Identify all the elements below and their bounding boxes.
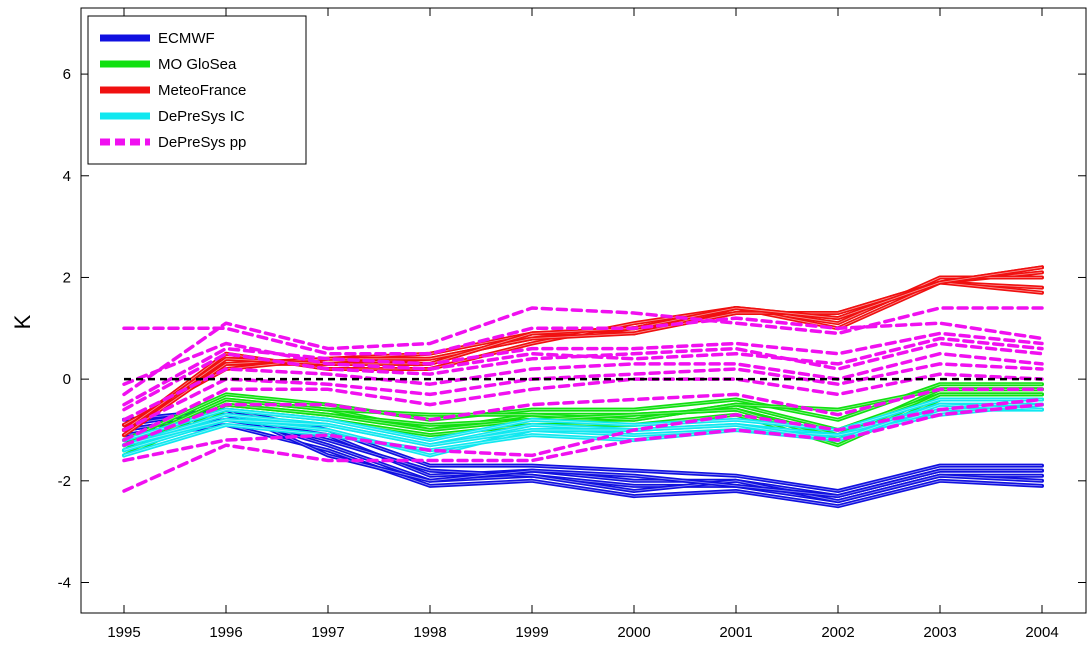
series-line-edge [123, 404, 1043, 446]
x-tick-label: 2002 [821, 624, 854, 641]
x-tick-label: 1995 [107, 624, 140, 641]
series-line [122, 331, 1044, 407]
x-tick-label: 1999 [515, 624, 548, 641]
y-axis-label: K [10, 314, 35, 329]
y-tick-label: 4 [63, 168, 71, 185]
series-line-edge [123, 399, 1042, 441]
series-layer [122, 265, 1044, 509]
series-line-edge [123, 414, 1043, 502]
series-line [122, 351, 1044, 422]
series-line [122, 372, 1044, 442]
series-line [122, 397, 1044, 463]
legend-label: MeteoFrance [158, 82, 246, 99]
series-line-edge [123, 393, 1042, 451]
series-line-edge [123, 409, 1042, 497]
plot-frame [80, 7, 1087, 614]
x-tick-label: 2004 [1025, 624, 1058, 641]
series-line [122, 387, 1044, 447]
x-tick-label: 1998 [413, 624, 446, 641]
x-tick-label: 1997 [311, 624, 344, 641]
y-tick-label: 6 [63, 66, 71, 83]
x-tick-label: 1996 [209, 624, 242, 641]
series-line [122, 362, 1044, 432]
legend: ECMWF MO GloSea MeteoFrance DePreSys IC DePr… [87, 15, 307, 165]
series-line [122, 306, 1044, 397]
y-tick-label: -4 [58, 574, 71, 591]
y-axis-ticks: -4 -2 0 2 4 6 [58, 66, 1086, 591]
x-tick-label: 2001 [719, 624, 752, 641]
legend-label: DePreSys IC [158, 108, 245, 125]
y-tick-label: 2 [63, 269, 71, 286]
y-tick-label: -2 [58, 473, 71, 490]
legend-label: DePreSys pp [158, 134, 246, 151]
x-tick-label: 2000 [617, 624, 650, 641]
y-tick-label: 0 [63, 371, 71, 388]
series-line [122, 336, 1044, 386]
x-tick-label: 2003 [923, 624, 956, 641]
series-line [122, 316, 1044, 356]
series-depresys-pp [122, 306, 1044, 493]
series-line [122, 402, 1044, 493]
legend-label: MO GloSea [158, 56, 237, 73]
legend-label: ECMWF [158, 30, 215, 47]
series-line [122, 341, 1044, 412]
x-axis-ticks: 1995 1996 1997 1998 1999 2000 2001 2002 2003 2004 [107, 8, 1059, 641]
series-line-edge [123, 404, 1043, 456]
